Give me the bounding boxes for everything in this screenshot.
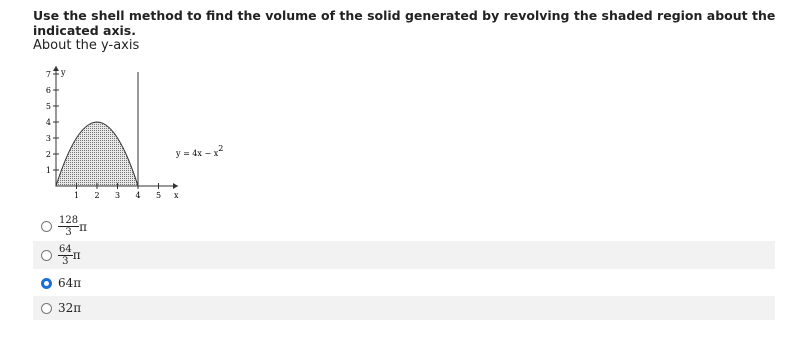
x-tick-label: 5 bbox=[156, 191, 161, 200]
pi-symbol: π bbox=[72, 248, 81, 262]
denominator: 3 bbox=[65, 227, 72, 238]
option[interactable]: 64 3 π bbox=[33, 241, 775, 269]
equation-exponent: 2 bbox=[218, 144, 223, 153]
x-label: x bbox=[174, 191, 179, 200]
radio-button[interactable] bbox=[41, 277, 52, 289]
y-tick-label: 6 bbox=[46, 86, 51, 95]
equation-text: y = 4x − x bbox=[175, 149, 219, 158]
radio-button[interactable] bbox=[41, 249, 52, 261]
x-tick-label: 4 bbox=[135, 191, 140, 200]
x-tick-label: 2 bbox=[94, 191, 99, 200]
option-text: 32π bbox=[58, 301, 82, 315]
shaded-region bbox=[55, 121, 139, 187]
denominator: 3 bbox=[62, 255, 69, 267]
equation: y = 4x − x2 bbox=[175, 144, 223, 158]
x-arrow bbox=[173, 183, 178, 189]
numerator: 128 bbox=[58, 215, 80, 227]
option[interactable]: 64π bbox=[33, 270, 775, 296]
fraction: 128 3 bbox=[58, 215, 80, 238]
numerator: 64 bbox=[58, 243, 73, 256]
y-tick-label: 4 bbox=[46, 118, 51, 127]
radio-button[interactable] bbox=[41, 221, 52, 232]
question: Use the shell method to find the volume … bbox=[33, 8, 776, 38]
x-tick-label: 3 bbox=[115, 191, 120, 200]
y-tick-label: 2 bbox=[46, 150, 51, 159]
x-tick-label: 1 bbox=[74, 191, 79, 200]
axis-prompt: About the y-axis bbox=[33, 38, 140, 53]
option[interactable]: 128 3 π bbox=[33, 212, 775, 241]
fraction: 64 3 bbox=[58, 244, 73, 267]
y-tick-label: 5 bbox=[46, 102, 51, 111]
option[interactable]: 32π bbox=[33, 296, 775, 320]
y-arrow bbox=[53, 66, 59, 71]
y-tick-label: 7 bbox=[46, 70, 51, 79]
pi-symbol: π bbox=[79, 219, 87, 234]
y-label: y bbox=[60, 68, 66, 77]
y-tick-label: 1 bbox=[46, 166, 51, 175]
radio-button[interactable] bbox=[41, 302, 52, 314]
option-text: 64π bbox=[58, 276, 82, 290]
y-tick-label: 3 bbox=[46, 134, 51, 143]
